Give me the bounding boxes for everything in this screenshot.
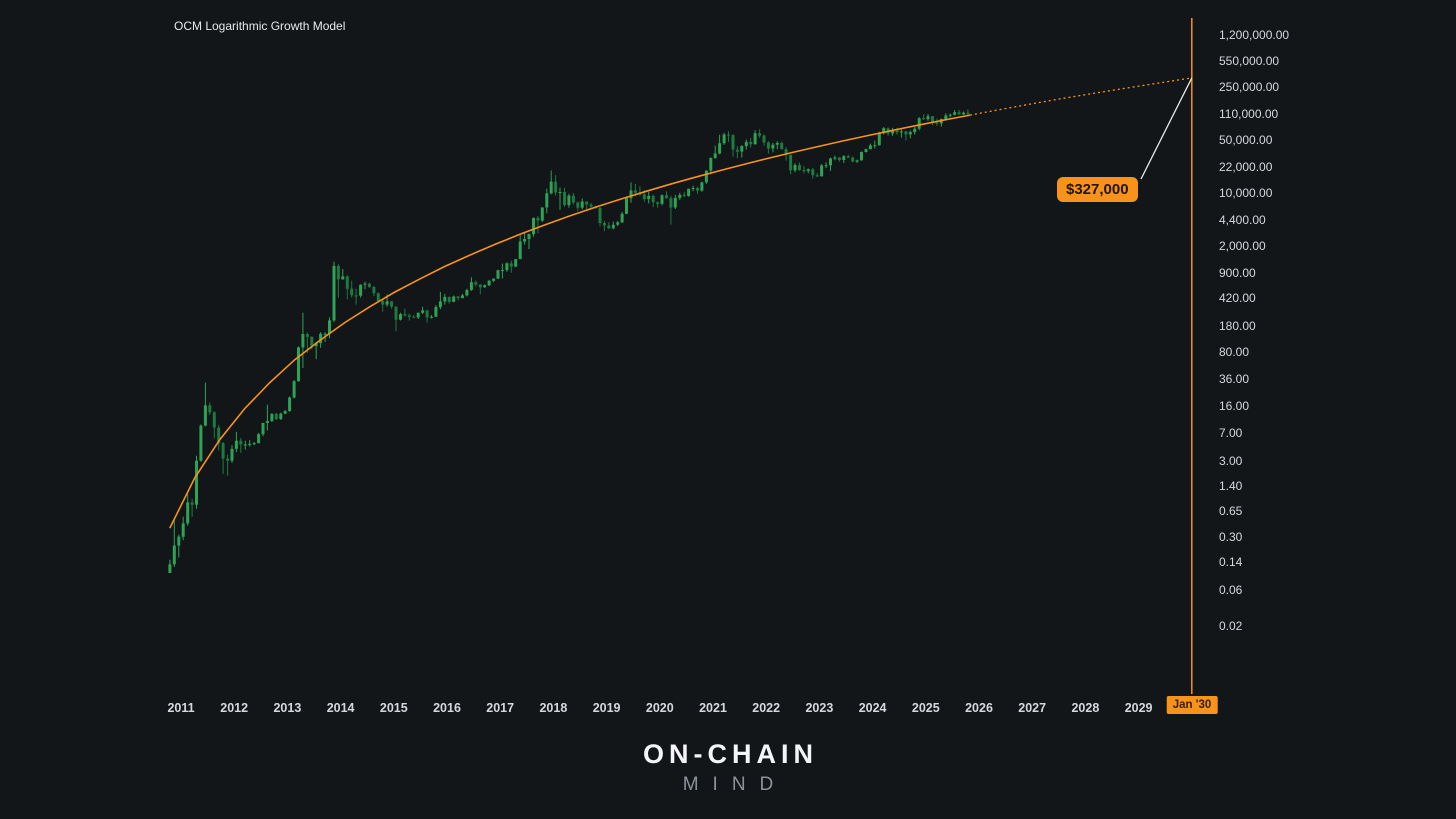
- chart-title: OCM Logarithmic Growth Model: [174, 19, 346, 33]
- price-target-callout[interactable]: $327,000: [1057, 177, 1138, 202]
- watermark-line1: ON-CHAIN: [643, 739, 818, 769]
- projection-annotation: [1140, 18, 1193, 694]
- model-curve-projection: [969, 77, 1192, 116]
- callout-connector-line: [1140, 77, 1193, 180]
- watermark-line2: MIND: [682, 774, 788, 795]
- projection-date-label[interactable]: Jan '30: [1166, 696, 1218, 714]
- model-curve: [169, 77, 1192, 529]
- candlestick-series: [168, 109, 970, 573]
- watermark: ON-CHAIN MIND: [0, 739, 1456, 796]
- model-curve-solid: [169, 114, 971, 529]
